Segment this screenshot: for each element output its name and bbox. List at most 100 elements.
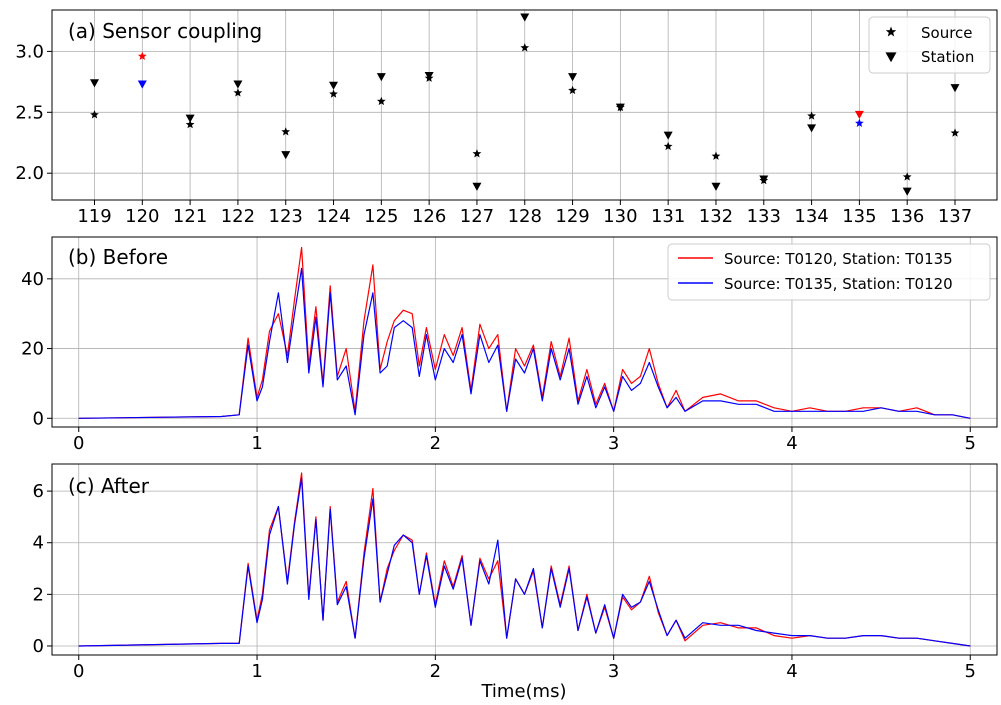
source-marker (424, 73, 434, 82)
panel-c-y-tick-label: 4 (33, 533, 44, 554)
panel-a-y-tick-label: 2.5 (15, 102, 44, 123)
station-marker (90, 79, 99, 88)
panel-a-y-tick-label: 3.0 (15, 41, 44, 62)
station-marker (807, 124, 817, 133)
source-marker (281, 127, 291, 136)
panel-b-before: 0 1 2 3 4 5 0 20 40 (b) Before Source: T0120, St… (21, 236, 998, 454)
station-marker (233, 80, 243, 89)
source-marker (615, 102, 625, 112)
panel-b-y-tick-label: 40 (21, 269, 44, 290)
source-marker (329, 89, 338, 98)
panel-b-series-lines (78, 246, 971, 419)
panel-a-sensor-coupling: 119 120 121 122 123 124 125 126 127 128 129 130 131 1… (15, 9, 998, 227)
station-marker (185, 114, 195, 123)
source-marker (376, 96, 386, 106)
source-marker (137, 51, 147, 60)
source-marker (520, 43, 530, 52)
source-marker (185, 119, 195, 129)
source-marker (472, 149, 482, 158)
source-marker (711, 151, 721, 160)
panel-c-series-lines (78, 472, 971, 647)
panel-a-x-tick-label: 127 (460, 206, 494, 227)
source-marker (902, 172, 912, 181)
panel-b-legend: Source: T0120, Station: T0135 Source: T0… (667, 243, 991, 301)
panel-b-x-tick-label: 1 (251, 433, 262, 454)
panel-b-x-tick-label: 3 (608, 433, 619, 454)
panel-c-frame (51, 463, 998, 656)
panel-b-x-tick-label: 5 (965, 433, 976, 454)
station-marker (376, 73, 386, 82)
panel-a-x-tick-label: 135 (842, 206, 876, 227)
panel-b-frame (51, 236, 998, 428)
station-marker (854, 110, 864, 120)
source-marker (950, 128, 960, 137)
source-marker (759, 175, 769, 185)
panel-a-x-tick-label: 133 (747, 206, 781, 227)
panel-c-x-tick-label: 0 (73, 661, 84, 682)
legend-blue-label: Source: T0135, Station: T0120 (724, 275, 953, 293)
panel-a-x-tick-label: 137 (938, 206, 972, 227)
station-marker (902, 187, 912, 196)
panel-c-x-tick-label: 2 (430, 661, 441, 682)
panel-b-title: (b) Before (68, 245, 168, 269)
legend-station-triangle (885, 52, 897, 63)
panel-b-y-tick-label: 0 (33, 408, 44, 429)
station-marker (711, 182, 721, 191)
panel-b-x-tick-label: 2 (430, 433, 441, 454)
panel-a-legend-box (868, 16, 991, 74)
panel-c-after: 0 1 2 3 4 5 0 2 4 6 (c) After Time(ms) (33, 463, 998, 702)
panel-b-y-tick-label: 20 (21, 339, 44, 360)
panel-c-x-tick-label: 4 (786, 661, 797, 682)
panel-c-blue-series-line (78, 477, 971, 647)
panel-a-x-tick-label: 121 (173, 206, 207, 227)
source-marker (663, 141, 673, 151)
panel-a-frame (51, 9, 998, 201)
panel-b-blue-series-line (78, 267, 971, 419)
panel-c-x-tick-label: 5 (965, 661, 976, 682)
panel-a-x-tick-label: 130 (603, 206, 637, 227)
panel-a-markers (90, 13, 960, 196)
panel-a-title: (a) Sensor coupling (68, 19, 262, 43)
panel-b-x-tick-label: 4 (786, 433, 797, 454)
panel-a-legend: Source Station (868, 16, 991, 74)
panel-a-x-tick-label: 123 (269, 206, 303, 227)
panel-c-title: (c) After (68, 474, 150, 498)
station-marker (137, 80, 147, 89)
panel-b-x-tick-label: 0 (73, 433, 84, 454)
station-marker (950, 84, 960, 93)
panel-c-y-tick-label: 0 (33, 636, 44, 657)
panel-a-x-tick-label: 134 (794, 206, 828, 227)
panel-b-tick-labels: 0 1 2 3 4 5 0 20 40 (21, 269, 976, 454)
legend-red-label: Source: T0120, Station: T0135 (724, 250, 953, 268)
station-marker (568, 73, 578, 82)
legend-station-label: Station (921, 48, 974, 66)
station-marker (281, 151, 291, 160)
panel-c-x-tick-label: 1 (251, 661, 262, 682)
panel-a-grid (52, 10, 997, 200)
legend-station-triangle-icon (885, 52, 897, 63)
panel-a-y-tick-label: 2.0 (15, 163, 44, 184)
panel-a-x-tick-label: 124 (316, 206, 350, 227)
panel-a-x-tick-label: 129 (555, 206, 589, 227)
panel-b-legend-box (667, 243, 991, 301)
panel-a-x-tick-label: 125 (364, 206, 398, 227)
panel-a-x-tick-label: 128 (508, 206, 542, 227)
panel-b-red-series-line (78, 246, 971, 419)
panel-a-x-tick-label: 126 (412, 206, 446, 227)
legend-source-star (885, 26, 897, 37)
source-marker (90, 110, 99, 119)
panel-c-y-tick-label: 6 (33, 481, 44, 502)
panel-c-x-axis-label: Time(ms) (480, 681, 566, 702)
source-marker (855, 118, 864, 127)
station-marker (663, 131, 673, 140)
legend-source-label: Source (921, 24, 973, 42)
panel-a-x-tick-label: 136 (890, 206, 924, 227)
panel-a-x-tick-label: 132 (699, 206, 733, 227)
legend-source-star-icon (885, 26, 897, 37)
panel-a-tick-labels: 119 120 121 122 123 124 125 126 127 128 129 130 131 1… (15, 41, 972, 227)
panel-a-x-tick-label: 119 (77, 206, 111, 227)
source-marker (807, 111, 816, 120)
source-marker (233, 88, 243, 97)
